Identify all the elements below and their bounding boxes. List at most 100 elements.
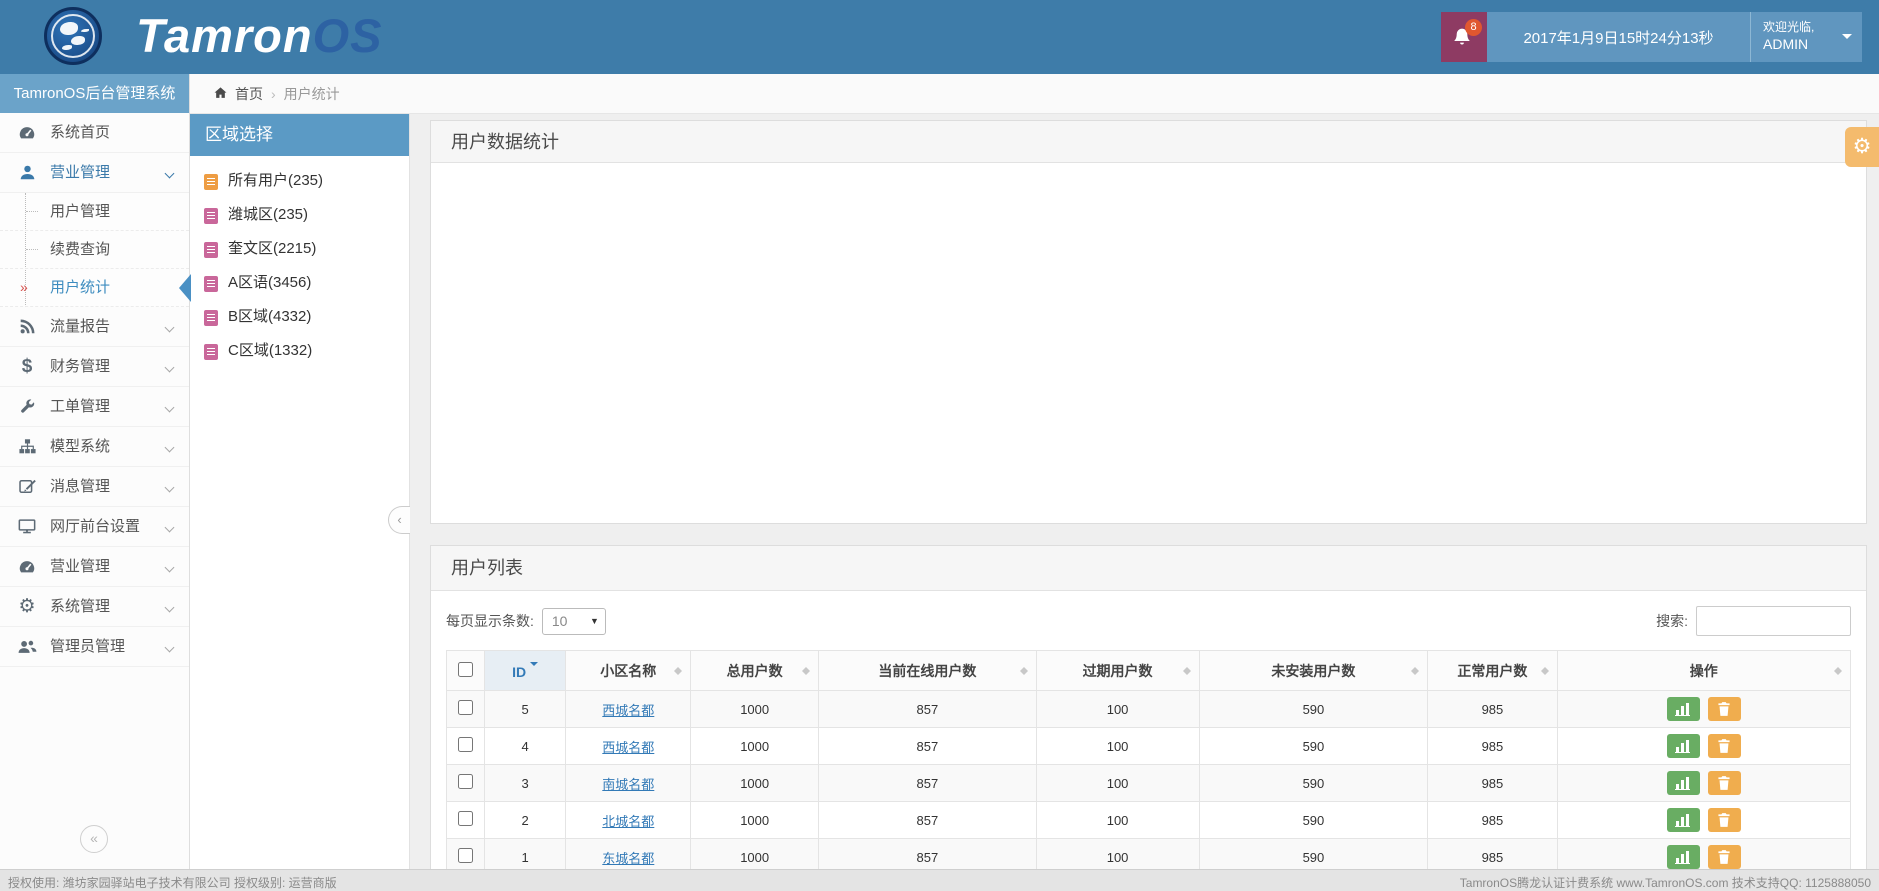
sidebar-item-business-2[interactable]: 营业管理 [0,547,189,587]
column-header-name[interactable]: 小区名称 [565,650,692,691]
cell-expired: 100 [1035,764,1200,802]
chart-button[interactable] [1666,808,1700,832]
community-link[interactable]: 南城名都 [602,776,655,792]
dashboard-icon [16,547,38,586]
page-size-value: 10 [551,612,568,629]
edit-icon [16,467,38,506]
tree-item-label: 所有用户(235) [228,172,324,189]
cell-uninstalled: 590 [1198,727,1429,765]
cell-normal: 985 [1427,727,1558,765]
settings-gear-button[interactable] [1845,127,1879,167]
chart-button[interactable] [1666,734,1700,758]
page-size-label: 每页显示条数: [446,613,534,629]
column-header-online[interactable]: 当前在线用户数 [818,650,1037,691]
sidebar-item-label: 营业管理 [50,558,111,575]
user-menu[interactable]: 欢迎光临, ADMIN [1750,12,1862,62]
sort-desc-icon [530,661,539,670]
tree-item-kuiwen[interactable]: 奎文区(2215) [190,232,409,266]
column-label: ID [512,663,527,680]
delete-button[interactable] [1707,697,1741,721]
sidebar-item-label: 流量报告 [50,318,111,335]
chart-button[interactable] [1666,697,1700,721]
column-header-actions[interactable]: 操作 [1556,650,1851,691]
select-all-checkbox[interactable] [457,661,473,677]
row-checkbox[interactable] [457,811,473,826]
tree-item-region-a[interactable]: A区语(3456) [190,266,409,300]
column-label: 小区名称 [600,662,657,679]
sidebar-item-business[interactable]: 营业管理 [0,153,189,193]
sidebar-item-user-statistics[interactable]: 用户统计 [0,269,191,307]
row-checkbox[interactable] [457,700,473,715]
sidebar-title: TamronOS后台管理系统 [0,74,189,113]
column-header-total[interactable]: 总用户数 [690,650,820,691]
column-label: 总用户数 [726,662,783,679]
sidebar-item-renewal-query[interactable]: 续费查询 [0,231,189,269]
cell-normal: 985 [1427,801,1558,839]
row-checkbox[interactable] [457,848,473,863]
sidebar-item-messages[interactable]: 消息管理 [0,467,189,507]
cell-total: 1000 [690,764,820,802]
tree-item-weicheng[interactable]: 潍城区(235) [190,198,409,232]
column-header-id[interactable]: ID [483,650,567,691]
top-navbar: TamronOS 8 2017年1月9日15时24分13秒 欢迎光临, ADMI… [0,0,1879,74]
tree-item-label: 潍城区(235) [228,206,309,223]
sidebar-item-user-management[interactable]: 用户管理 [0,193,189,231]
welcome-text: 欢迎光临, [1763,20,1815,34]
delete-button[interactable] [1707,734,1741,758]
region-collapse-handle[interactable] [388,506,410,534]
page-size-select[interactable]: 10 [541,607,606,635]
logo-part-1: Tamron [136,9,313,62]
community-link[interactable]: 北城名都 [602,813,655,829]
sidebar-item-front-desk-settings[interactable]: 网厅前台设置 [0,507,189,547]
community-link[interactable]: 东城名都 [602,850,655,866]
user-stats-panel: 用户数据统计 [430,120,1867,524]
cell-total: 1000 [690,690,820,728]
sidebar-collapse-button[interactable] [80,825,108,853]
row-checkbox[interactable] [457,737,473,752]
community-link[interactable]: 西城名都 [602,739,655,755]
community-link[interactable]: 西城名都 [602,702,655,718]
cell-id: 3 [483,764,567,802]
column-label: 操作 [1689,662,1718,679]
column-header-uninstalled[interactable]: 未安装用户数 [1198,650,1429,691]
chart-button[interactable] [1666,845,1700,869]
delete-button[interactable] [1707,808,1741,832]
username: ADMIN [1763,36,1809,52]
cell-normal: 985 [1427,764,1558,802]
notifications-button[interactable]: 8 [1441,12,1487,62]
brand-logo: TamronOS [136,8,383,63]
cell-id: 5 [483,690,567,728]
delete-button[interactable] [1707,771,1741,795]
breadcrumb-home-label: 首页 [235,86,263,102]
sidebar-item-traffic-report[interactable]: 流量报告 [0,307,189,347]
sidebar-item-label: 系统管理 [50,598,111,615]
delete-button[interactable] [1707,845,1741,869]
chart-button[interactable] [1666,771,1700,795]
select-all-cell [446,650,485,691]
sidebar-item-model-system[interactable]: 模型系统 [0,427,189,467]
search-input[interactable] [1696,606,1851,636]
breadcrumb-home-link[interactable]: 首页 [213,84,263,104]
user-list-panel-title: 用户列表 [431,546,1866,591]
tree-item-region-b[interactable]: B区域(4332) [190,300,409,334]
sidebar-item-system-management[interactable]: 系统管理 [0,587,189,627]
breadcrumb-current: 用户统计 [283,86,340,102]
tree-item-all-users[interactable]: 所有用户(235) [190,164,409,198]
tree-item-region-c[interactable]: C区域(1332) [190,334,409,368]
list-icon [204,242,218,258]
sidebar-item-work-orders[interactable]: 工单管理 [0,387,189,427]
sort-icon [1182,662,1191,680]
sidebar-submenu: 用户管理 续费查询 用户统计 [0,193,191,307]
chevron-icon [164,362,175,373]
column-header-normal[interactable]: 正常用户数 [1427,650,1558,691]
sidebar-item-admin-management[interactable]: 管理员管理 [0,627,189,667]
column-header-expired[interactable]: 过期用户数 [1035,650,1200,691]
row-checkbox[interactable] [457,774,473,789]
region-tree: 所有用户(235) 潍城区(235) 奎文区(2215) A区语(3456) B… [190,156,409,368]
chevron-icon [164,482,175,493]
cell-uninstalled: 590 [1198,801,1429,839]
sidebar-item-home[interactable]: 系统首页 [0,113,189,153]
sidebar-item-finance[interactable]: 财务管理 [0,347,189,387]
gears-icon [16,587,38,626]
